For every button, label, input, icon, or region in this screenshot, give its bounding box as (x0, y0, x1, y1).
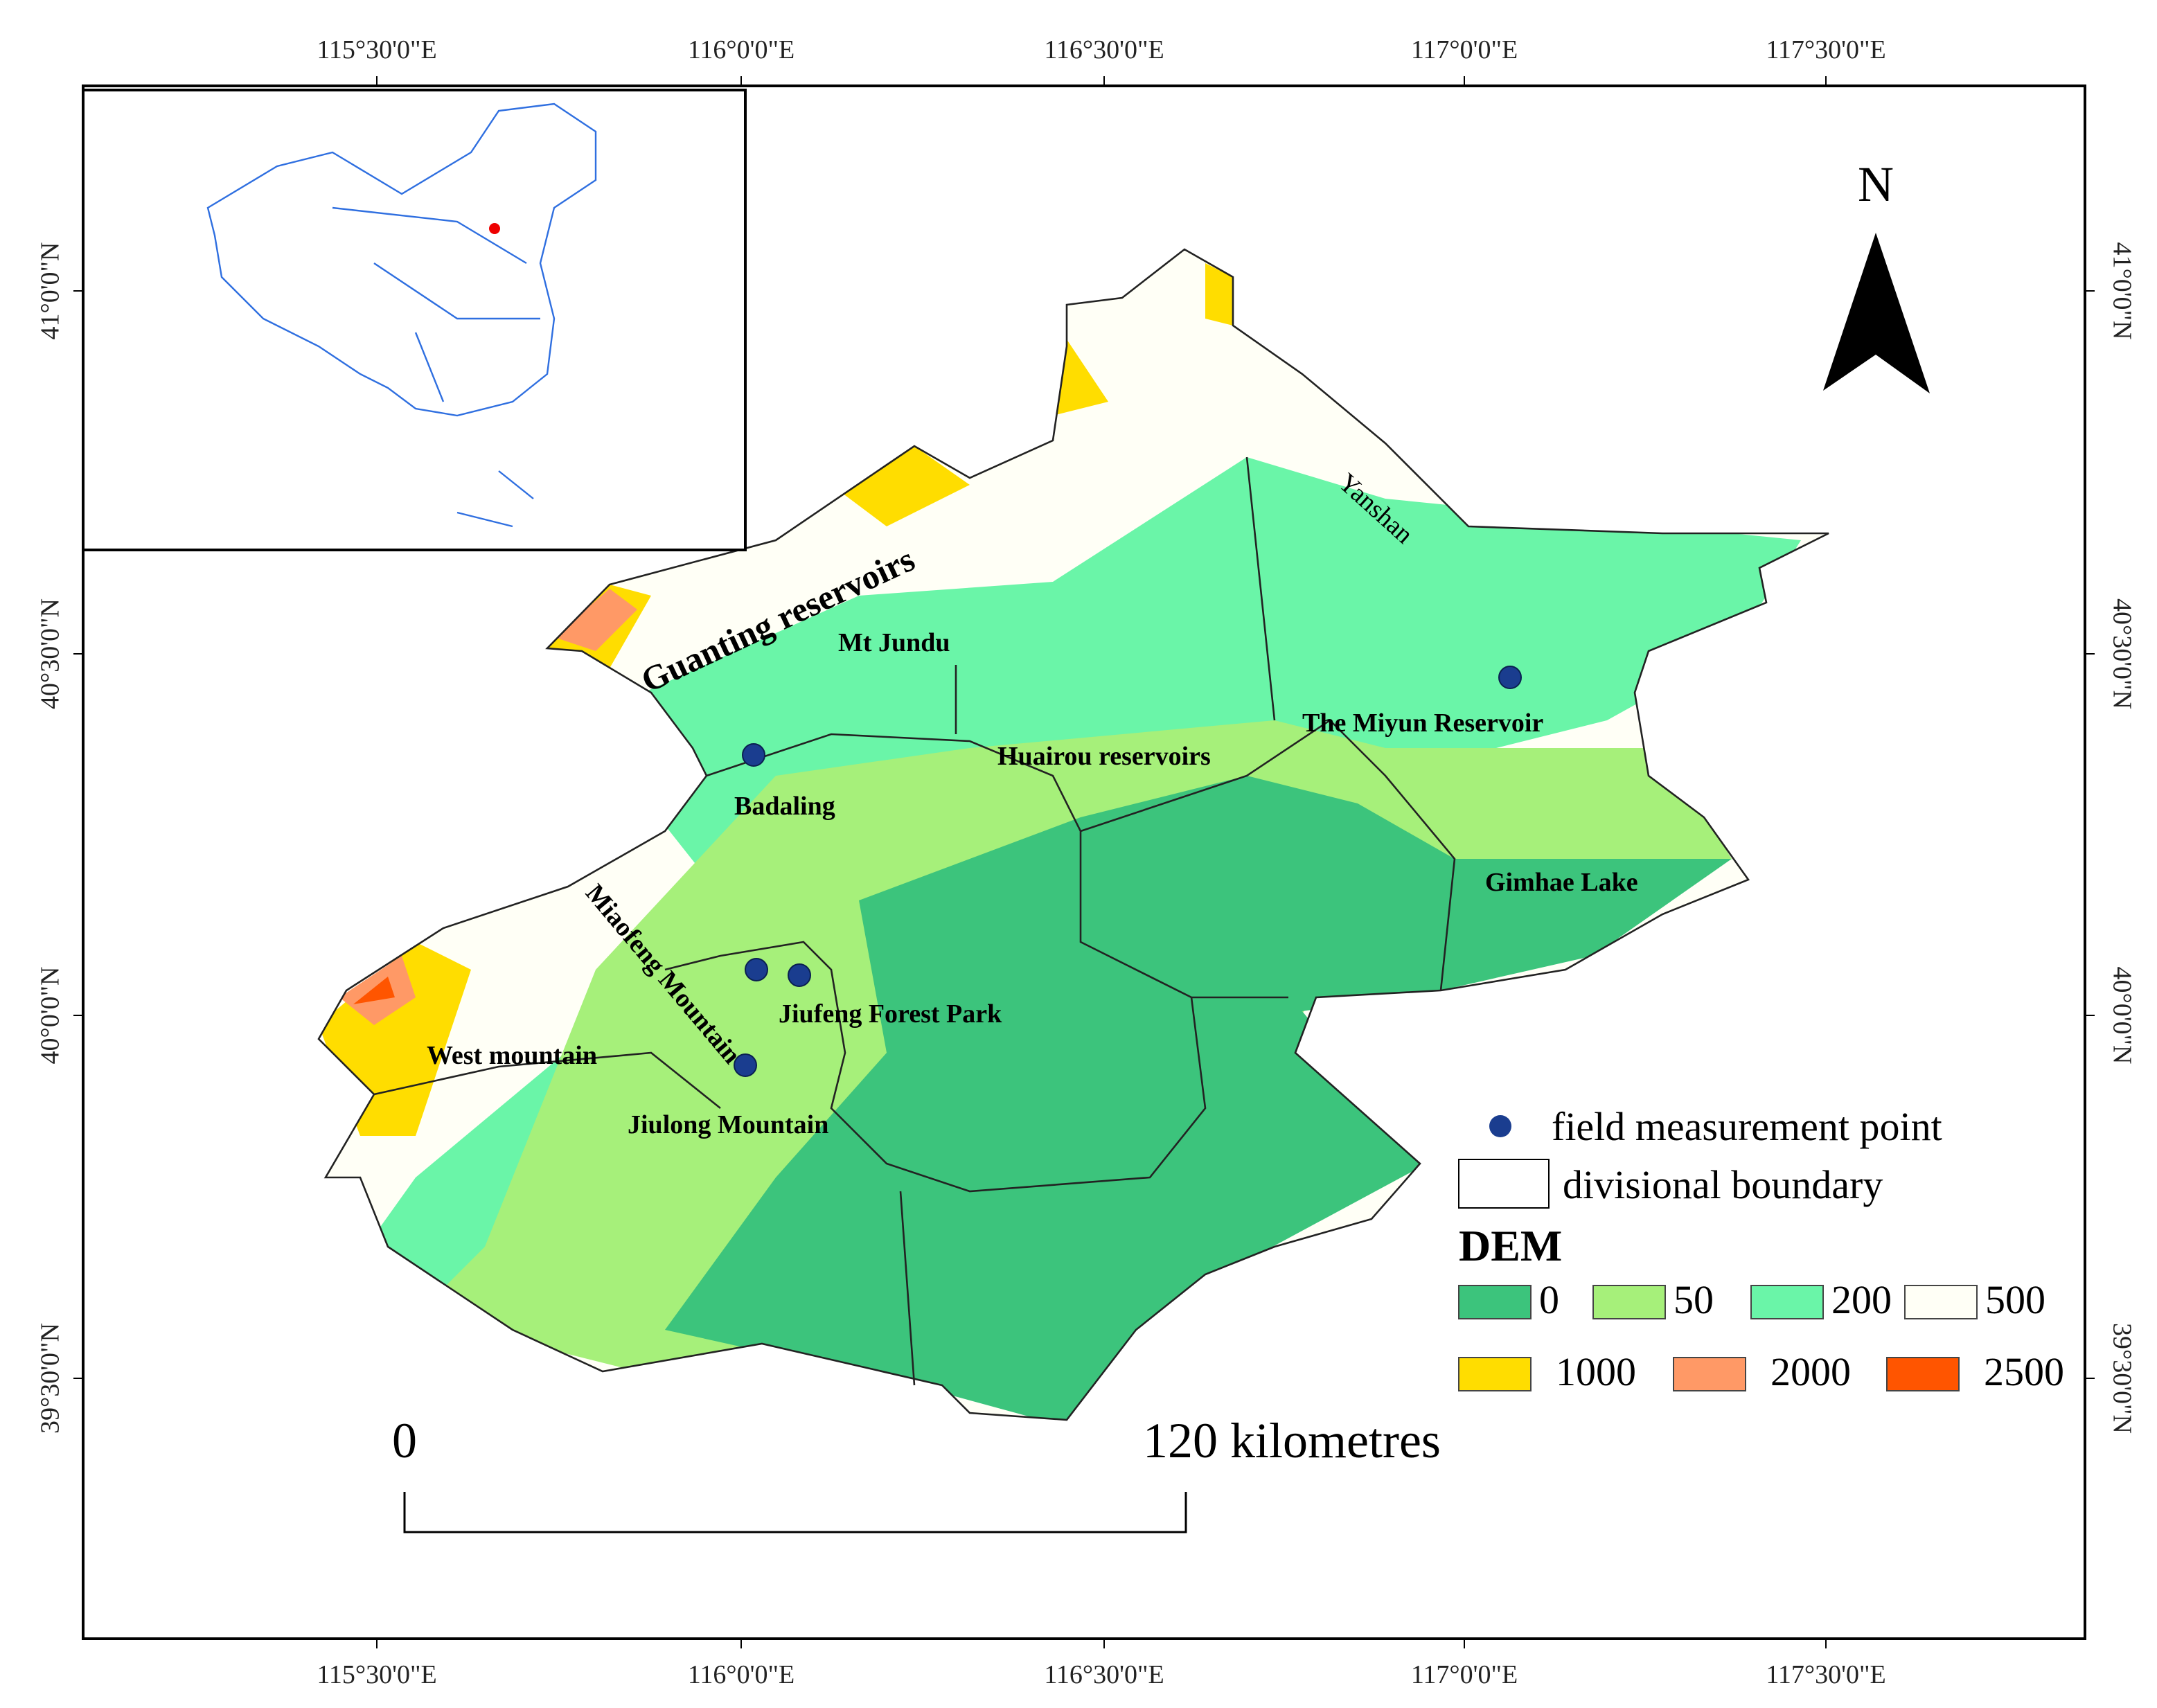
scale-start: 0 (392, 1413, 417, 1468)
left-coord-label: 39°30'0"N (36, 1323, 65, 1434)
right-coord-label: 40°30'0"N (2107, 598, 2136, 709)
legend-class-label: 50 (1674, 1277, 1714, 1322)
divisional-boundaries (317, 248, 1829, 1421)
beijing-marker (489, 223, 500, 234)
field-point (745, 958, 768, 981)
field-point (788, 963, 811, 987)
top-coord-label: 117°30'0"E (1766, 35, 1885, 64)
legend-swatch (1458, 1357, 1532, 1391)
legend-swatch (1904, 1285, 1978, 1319)
left-coord-label: 40°0'0"N (36, 967, 65, 1065)
legend-swatch (1886, 1357, 1960, 1391)
north-arrow (1823, 233, 1930, 393)
legend-title: DEM (1459, 1221, 1562, 1270)
scale-end: 120 kilometres (1143, 1413, 1441, 1468)
bottom-coord-label: 117°30'0"E (1766, 1660, 1885, 1689)
dem-zone (339, 589, 637, 1025)
legend-class-label: 0 (1539, 1277, 1559, 1322)
legend-swatch (1673, 1357, 1746, 1391)
place-label: Mt Jundu (838, 628, 950, 657)
legend-class-label: 2000 (1770, 1349, 1851, 1394)
scale-bar (403, 1492, 1187, 1533)
place-label: Gimhae Lake (1485, 868, 1638, 897)
place-label: West mountain (427, 1041, 597, 1070)
legend-swatch (1592, 1285, 1666, 1319)
inset-frame (82, 89, 747, 551)
dem-zone (319, 263, 1233, 1136)
right-coord-label: 40°0'0"N (2107, 967, 2136, 1065)
legend-swatch (1750, 1285, 1824, 1319)
bottom-coord-label: 115°30'0"E (317, 1660, 436, 1689)
field-point (1498, 666, 1522, 689)
bottom-coord-label: 116°30'0"E (1044, 1660, 1164, 1689)
top-coord-label: 115°30'0"E (317, 35, 436, 64)
legend-class-label: 1000 (1556, 1349, 1636, 1394)
top-coord-label: 117°0'0"E (1411, 35, 1518, 64)
field-points (734, 666, 1522, 1077)
field-point (734, 1053, 757, 1077)
legend-swatch (1458, 1285, 1532, 1319)
place-label: Jiulong Mountain (628, 1110, 828, 1139)
dem-zone (665, 776, 1732, 1420)
dem-zone (353, 977, 395, 1004)
china-outline (206, 103, 597, 528)
place-label: Badaling (734, 792, 835, 821)
legend-point-symbol (1489, 1115, 1511, 1137)
field-point (742, 743, 765, 767)
legend-class-label: 2500 (1984, 1349, 2064, 1394)
place-label: The Miyun Reservoir (1302, 709, 1543, 738)
left-coord-label: 41°0'0"N (36, 242, 65, 340)
right-coord-label: 41°0'0"N (2107, 242, 2136, 340)
bottom-coord-label: 117°0'0"E (1411, 1660, 1518, 1689)
place-label: Jiufeng Forest Park (779, 999, 1002, 1029)
bottom-coord-label: 116°0'0"E (688, 1660, 795, 1689)
north-label: N (1858, 157, 1894, 212)
legend-boundary-symbol (1458, 1159, 1550, 1209)
left-coord-label: 40°30'0"N (36, 598, 65, 709)
legend: field measurement point divisional bound… (1458, 1104, 2064, 1394)
legend-boundary-label: divisional boundary (1563, 1162, 1883, 1207)
right-coord-label: 39°30'0"N (2107, 1323, 2136, 1434)
top-coord-label: 116°30'0"E (1044, 35, 1164, 64)
legend-class-label: 200 (1831, 1277, 1892, 1322)
legend-class-label: 500 (1985, 1277, 2045, 1322)
legend-point-label: field measurement point (1552, 1104, 1942, 1149)
top-coord-label: 116°0'0"E (688, 35, 795, 64)
place-label: Huairou reservoirs (997, 742, 1211, 771)
